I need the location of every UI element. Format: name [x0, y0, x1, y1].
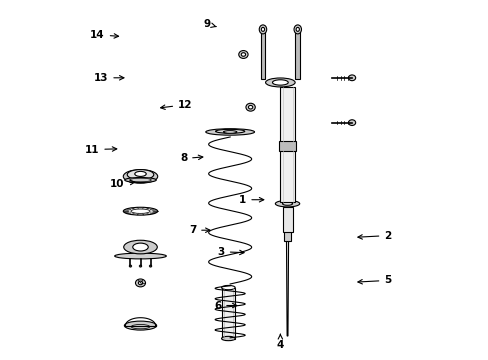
Polygon shape — [280, 87, 294, 202]
Text: 7: 7 — [188, 225, 209, 235]
Polygon shape — [278, 141, 296, 151]
Ellipse shape — [124, 177, 156, 183]
Text: 9: 9 — [203, 19, 216, 29]
Text: 14: 14 — [90, 30, 118, 40]
Ellipse shape — [123, 170, 158, 183]
Ellipse shape — [129, 178, 151, 182]
Ellipse shape — [132, 243, 148, 251]
Ellipse shape — [205, 129, 254, 135]
Polygon shape — [286, 237, 288, 336]
Ellipse shape — [348, 75, 355, 81]
Text: 13: 13 — [94, 73, 123, 83]
Ellipse shape — [131, 209, 150, 213]
Ellipse shape — [261, 27, 264, 31]
Ellipse shape — [129, 265, 131, 267]
Text: 1: 1 — [239, 195, 263, 205]
Text: 5: 5 — [357, 275, 391, 285]
Text: 6: 6 — [214, 301, 236, 311]
Ellipse shape — [123, 207, 158, 215]
Ellipse shape — [296, 27, 299, 31]
Ellipse shape — [223, 131, 236, 133]
Ellipse shape — [238, 50, 247, 58]
Ellipse shape — [138, 281, 142, 285]
Ellipse shape — [124, 321, 156, 330]
Polygon shape — [295, 30, 300, 79]
Text: 2: 2 — [357, 231, 391, 240]
Polygon shape — [260, 30, 265, 79]
Ellipse shape — [135, 279, 145, 287]
Ellipse shape — [265, 78, 295, 87]
Text: 4: 4 — [276, 334, 284, 350]
Polygon shape — [284, 228, 290, 241]
Text: 10: 10 — [110, 179, 134, 189]
Ellipse shape — [135, 171, 146, 176]
Text: 8: 8 — [180, 153, 203, 163]
Polygon shape — [282, 207, 292, 232]
Ellipse shape — [293, 25, 301, 34]
Text: 3: 3 — [217, 247, 244, 257]
Ellipse shape — [221, 285, 235, 290]
Text: 12: 12 — [160, 100, 192, 110]
Ellipse shape — [139, 265, 142, 267]
Ellipse shape — [272, 80, 287, 85]
Ellipse shape — [127, 170, 153, 180]
Ellipse shape — [241, 53, 245, 56]
Ellipse shape — [348, 120, 355, 126]
Ellipse shape — [282, 202, 292, 205]
Ellipse shape — [115, 253, 166, 259]
Ellipse shape — [123, 240, 157, 254]
Ellipse shape — [149, 265, 151, 267]
Text: 11: 11 — [84, 144, 117, 154]
Ellipse shape — [245, 103, 255, 111]
Polygon shape — [221, 288, 235, 338]
Ellipse shape — [215, 129, 244, 133]
Ellipse shape — [259, 25, 266, 34]
Ellipse shape — [275, 201, 299, 207]
Ellipse shape — [221, 336, 235, 341]
Ellipse shape — [248, 105, 252, 109]
